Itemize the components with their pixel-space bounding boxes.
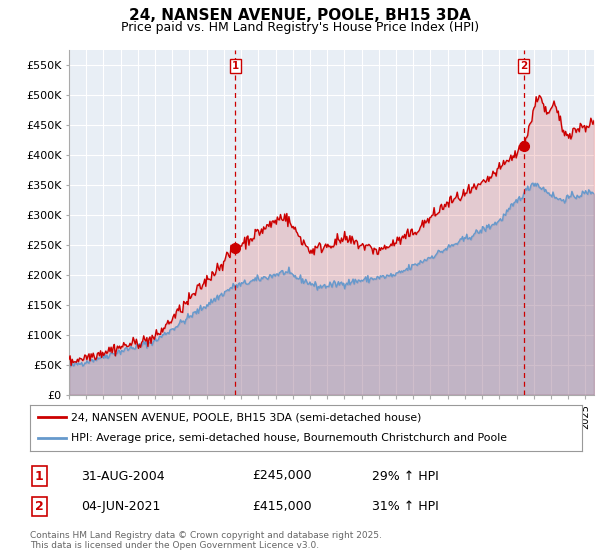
Text: £245,000: £245,000 — [252, 469, 311, 483]
Text: 29% ↑ HPI: 29% ↑ HPI — [372, 469, 439, 483]
Text: 1: 1 — [35, 469, 43, 483]
Text: 1: 1 — [232, 60, 239, 71]
Text: 2: 2 — [520, 60, 527, 71]
Text: Contains HM Land Registry data © Crown copyright and database right 2025.
This d: Contains HM Land Registry data © Crown c… — [30, 530, 382, 550]
Text: 31-AUG-2004: 31-AUG-2004 — [81, 469, 164, 483]
Text: 2: 2 — [35, 500, 43, 514]
Text: 31% ↑ HPI: 31% ↑ HPI — [372, 500, 439, 514]
Text: 04-JUN-2021: 04-JUN-2021 — [81, 500, 160, 514]
Text: £415,000: £415,000 — [252, 500, 311, 514]
Text: Price paid vs. HM Land Registry's House Price Index (HPI): Price paid vs. HM Land Registry's House … — [121, 21, 479, 34]
Text: 24, NANSEN AVENUE, POOLE, BH15 3DA: 24, NANSEN AVENUE, POOLE, BH15 3DA — [129, 8, 471, 24]
Text: HPI: Average price, semi-detached house, Bournemouth Christchurch and Poole: HPI: Average price, semi-detached house,… — [71, 433, 508, 444]
Text: 24, NANSEN AVENUE, POOLE, BH15 3DA (semi-detached house): 24, NANSEN AVENUE, POOLE, BH15 3DA (semi… — [71, 412, 422, 422]
